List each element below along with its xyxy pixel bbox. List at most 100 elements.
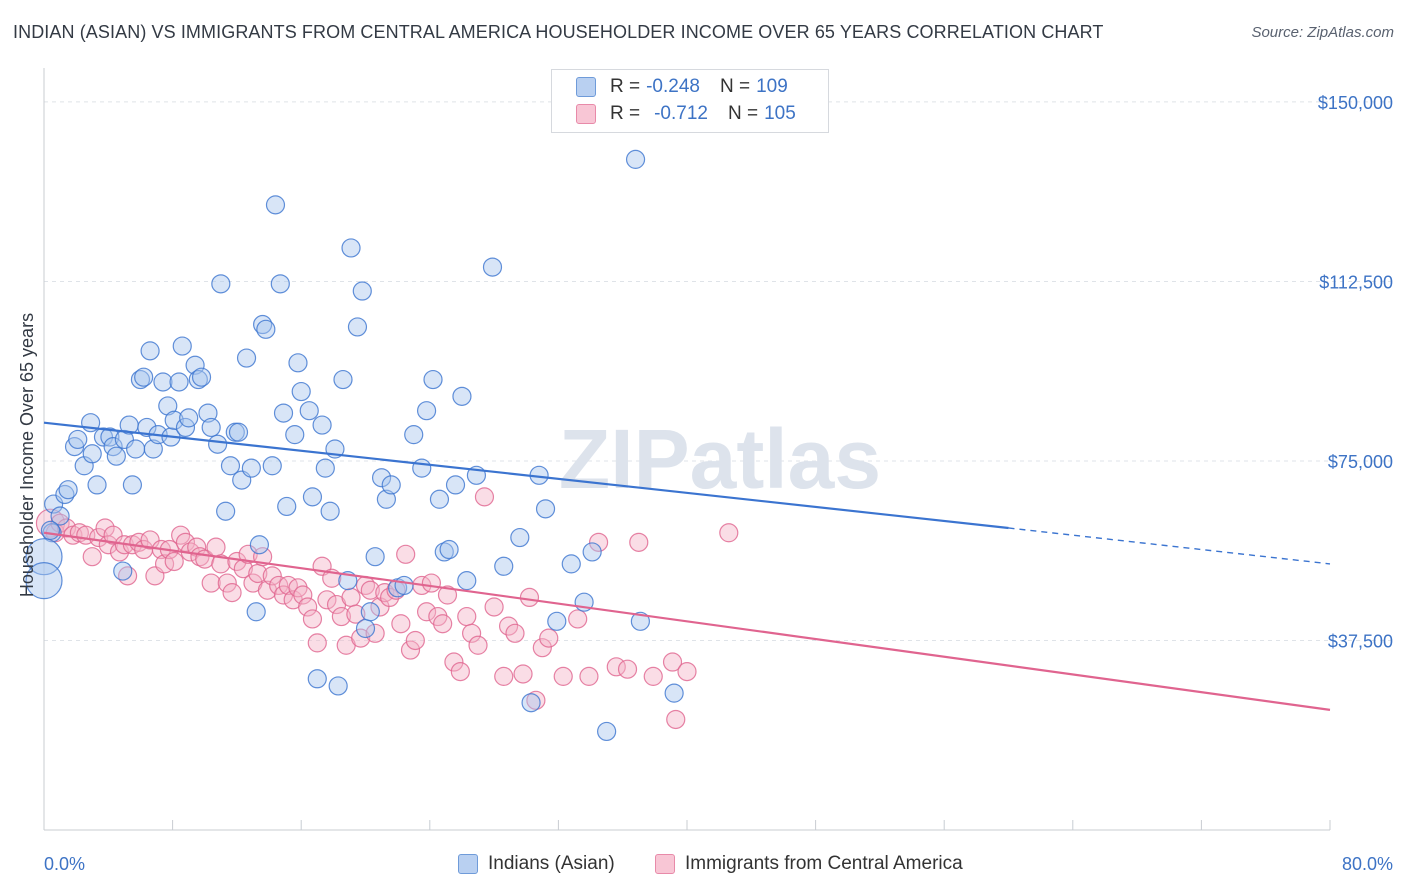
data-point <box>439 539 459 560</box>
data-point <box>662 652 683 672</box>
data-point <box>130 369 151 390</box>
data-point <box>201 417 221 438</box>
legend-label-indians: Indians (Asian) <box>488 853 615 874</box>
data-point <box>277 496 297 517</box>
data-point <box>450 661 470 682</box>
data-point <box>579 666 599 686</box>
data-point <box>494 666 514 686</box>
legend-swatch-pink <box>576 104 596 124</box>
data-point <box>288 353 308 373</box>
data-point <box>666 709 686 730</box>
source-label: Source: ZipAtlas.com <box>1251 24 1394 41</box>
data-point <box>444 652 464 672</box>
legend-item-central-america: Immigrants from Central America <box>655 852 963 876</box>
data-point <box>172 336 192 356</box>
data-point <box>568 609 588 629</box>
data-point <box>164 410 184 430</box>
data-point <box>416 401 437 421</box>
data-point <box>582 542 602 562</box>
data-point <box>405 630 425 651</box>
data-point <box>445 475 466 495</box>
data-point <box>185 355 205 375</box>
data-point <box>82 547 102 567</box>
data-point <box>211 274 231 294</box>
data-point <box>216 501 236 521</box>
data-point <box>134 367 154 387</box>
data-point <box>360 602 380 622</box>
data-point <box>380 587 400 608</box>
data-point <box>291 381 311 402</box>
legend-item-indians: Indians (Asian) <box>458 852 615 876</box>
data-point <box>535 499 556 519</box>
x-tick-label-max: 80.0% <box>1342 854 1393 874</box>
data-point <box>143 439 163 459</box>
data-point <box>510 527 530 548</box>
data-point <box>381 475 401 495</box>
data-point <box>179 408 199 428</box>
data-point <box>299 401 319 421</box>
data-point <box>158 396 178 416</box>
data-point <box>126 439 146 459</box>
legend-r-value-pink: -0.712 <box>654 103 708 124</box>
trend-line-central-america <box>43 531 1331 711</box>
data-point <box>498 616 519 636</box>
data-point <box>494 556 514 576</box>
data-point <box>625 149 646 169</box>
legend-n-value-pink: 105 <box>764 103 796 124</box>
data-point <box>457 606 477 627</box>
data-point <box>140 341 160 361</box>
data-point <box>58 480 78 500</box>
data-point <box>106 446 126 466</box>
data-point <box>597 721 617 742</box>
data-point <box>331 606 351 627</box>
data-point <box>220 456 241 476</box>
data-point <box>341 238 361 258</box>
data-point <box>461 623 482 643</box>
data-point <box>376 489 396 509</box>
legend-r-label: R = <box>610 76 641 97</box>
data-point <box>617 659 638 679</box>
data-point <box>265 195 286 215</box>
legend-r-value-blue: -0.248 <box>646 76 700 97</box>
data-point <box>302 487 323 507</box>
data-point <box>169 372 189 392</box>
data-point <box>40 520 61 540</box>
data-point <box>400 640 421 660</box>
data-point <box>273 403 294 423</box>
trend-line-indians-extension <box>1008 527 1331 565</box>
y-tick-label: $150,000 <box>1318 93 1393 113</box>
data-point <box>484 597 504 617</box>
data-point <box>365 623 385 643</box>
data-point <box>82 444 102 464</box>
data-point <box>532 638 552 658</box>
data-point <box>457 571 477 591</box>
data-point <box>561 554 581 574</box>
legend-swatch-blue <box>576 77 596 97</box>
data-point <box>201 573 221 593</box>
data-point <box>391 614 411 634</box>
data-point <box>137 417 157 438</box>
data-point <box>315 458 335 478</box>
x-tick-label-min: 0.0% <box>44 854 85 874</box>
data-point <box>269 575 289 596</box>
data-point <box>241 458 261 478</box>
data-point <box>307 669 327 689</box>
legend-row-indians: R = -0.248 N = 109 <box>576 75 788 99</box>
trend-line-indians <box>43 421 1009 530</box>
data-point <box>412 458 432 478</box>
data-point <box>347 317 368 337</box>
data-point <box>312 415 332 435</box>
data-point <box>396 544 416 564</box>
data-point <box>365 547 385 567</box>
data-point <box>351 628 371 648</box>
data-point <box>606 657 626 677</box>
data-point <box>452 386 472 406</box>
data-point <box>547 611 567 631</box>
legend-swatch-pink <box>655 854 675 874</box>
data-point <box>217 573 237 593</box>
series-immigrants-central-america <box>35 487 739 730</box>
data-point <box>89 527 109 548</box>
data-point <box>416 602 437 622</box>
watermark: ZIPatlas <box>559 412 881 506</box>
legend-r-label: R = <box>610 103 641 124</box>
